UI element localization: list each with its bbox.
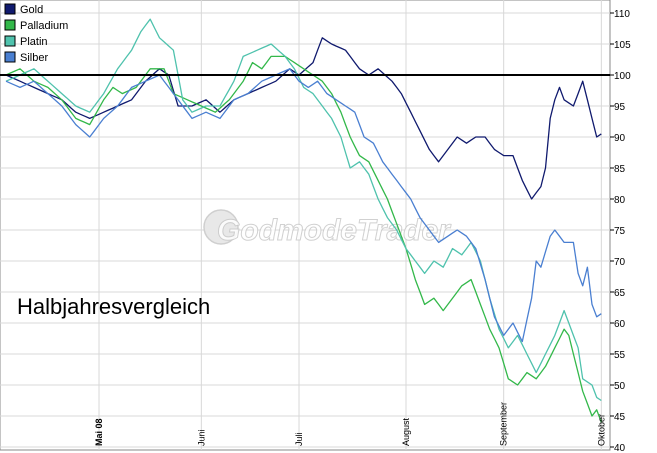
- x-tick-label: Oktober: [596, 414, 606, 446]
- y-tick-label: 40: [614, 443, 626, 453]
- x-tick-label: Juni: [196, 429, 206, 446]
- series-line-gold: [5, 37, 602, 200]
- y-tick-label: 90: [614, 133, 626, 144]
- y-tick-label: 100: [614, 71, 631, 82]
- watermark-logo-icon: [203, 209, 239, 245]
- y-tick-label: 45: [614, 412, 626, 423]
- y-tick-label: 60: [614, 319, 626, 330]
- legend-swatch-gold: [4, 3, 16, 15]
- legend-swatch-silber: [4, 51, 16, 63]
- y-tick-label: 70: [614, 257, 626, 268]
- series-line-silber: [5, 68, 602, 343]
- watermark: GodmodeTrader: [203, 209, 453, 248]
- y-tick-label: 80: [614, 195, 626, 206]
- legend-swatch-platin: [4, 35, 16, 47]
- legend-label-silber: Silber: [20, 52, 48, 64]
- series-layer: [5, 18, 602, 423]
- watermark-text: GodmodeTrader: [217, 214, 452, 247]
- legend-label-palladium: Palladium: [20, 20, 68, 32]
- y-tick-label: 65: [614, 288, 626, 299]
- y-tick-label: 50: [614, 381, 626, 392]
- y-tick-label: 110: [614, 9, 630, 20]
- legend-swatch-palladium: [4, 19, 16, 31]
- y-tick-label: 85: [614, 164, 626, 175]
- legend-label-platin: Platin: [20, 36, 48, 48]
- legend: Gold Palladium Platin Silber: [4, 3, 68, 64]
- series-line-palladium: [5, 55, 602, 423]
- x-tick-label: Juli: [294, 432, 304, 446]
- y-tick-label: 105: [614, 40, 631, 51]
- x-tick-label: August: [401, 417, 411, 446]
- y-tick-label: 95: [614, 102, 626, 113]
- y-tick-label: 75: [614, 226, 626, 237]
- legend-label-gold: Gold: [20, 4, 43, 16]
- x-tick-label: Mai 08: [94, 418, 104, 446]
- y-axis: 40 45 50 55 60 65 70 75 80 85 90 95 100 105 110: [610, 9, 631, 453]
- x-tick-label: September: [499, 402, 509, 446]
- chart-annotation: Halbjahresvergleich: [17, 294, 210, 319]
- series-line-platin: [5, 18, 602, 402]
- x-axis: Mai 08 Juni Juli August September Oktober: [94, 402, 606, 446]
- y-tick-label: 55: [614, 350, 626, 361]
